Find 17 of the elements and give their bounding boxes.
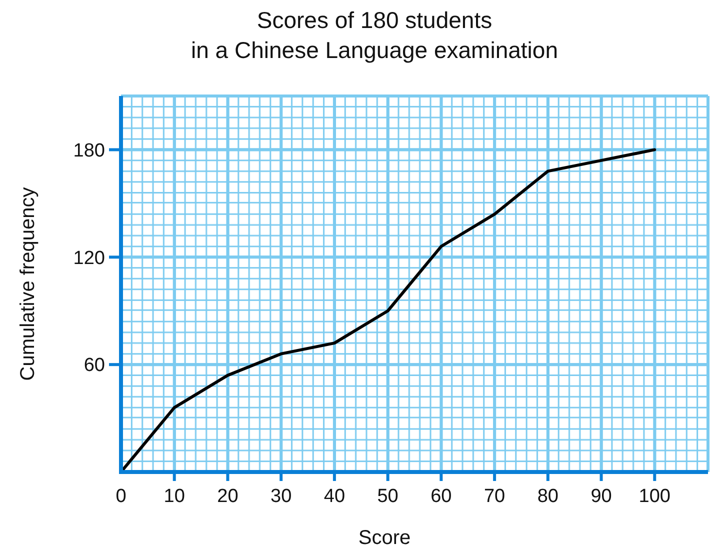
y-tick-label: 60 [84,355,105,376]
x-tick-label: 30 [270,486,292,507]
y-tick-label: 120 [73,248,105,269]
x-tick-label: 0 [116,486,126,507]
x-tick-label: 80 [537,486,558,507]
x-tick-label: 100 [638,486,670,507]
x-axis-title: Score [358,527,411,549]
x-tick-label: 10 [164,486,185,507]
y-tick-label: 180 [73,140,105,162]
x-tick-label: 60 [430,486,452,507]
y-axis-title: Cumulative frequency [17,187,39,381]
x-tick-label: 20 [217,486,238,507]
x-tick-label: 70 [484,486,506,507]
x-tick-label: 50 [377,486,398,507]
x-tick-label: 40 [324,486,346,507]
x-tick-label: 90 [590,486,612,507]
chart-title: Scores of 180 students in a Chinese Language examination [191,7,558,63]
